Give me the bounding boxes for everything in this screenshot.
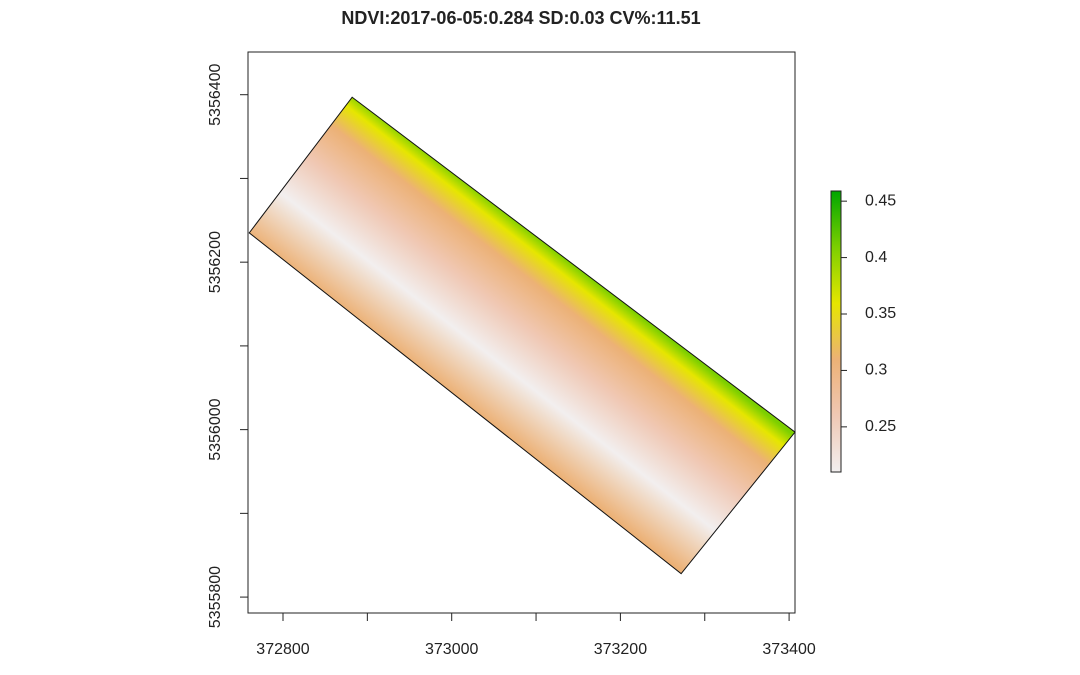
y-tick-label: 5356000: [207, 398, 224, 460]
colorbar-tick-label: 0.45: [865, 192, 896, 209]
colorbar-tick-label: 0.35: [865, 305, 896, 322]
x-tick-label: 372800: [256, 641, 309, 658]
y-tick-label: 5356200: [207, 231, 224, 293]
colorbar: [830, 190, 842, 473]
colorbar-tick-label: 0.4: [865, 249, 887, 266]
x-tick-label: 373000: [425, 641, 478, 658]
plot-frame: [247, 51, 796, 614]
x-tick-label: 373200: [594, 641, 647, 658]
y-tick-label: 5355800: [207, 566, 224, 628]
colorbar-tick-label: 0.25: [865, 418, 896, 435]
x-tick-label: 373400: [762, 641, 815, 658]
field-raster: [248, 96, 796, 575]
y-tick-label: 5356400: [207, 63, 224, 125]
chart-title: NDVI:2017-06-05:0.284 SD:0.03 CV%:11.51: [341, 8, 700, 28]
colorbar-tick-label: 0.3: [865, 362, 887, 379]
